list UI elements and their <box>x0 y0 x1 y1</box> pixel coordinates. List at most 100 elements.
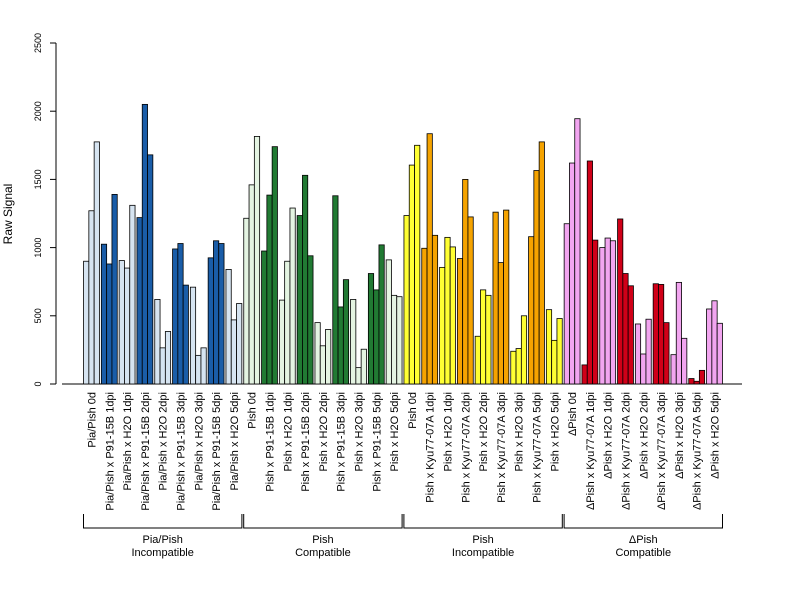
bar <box>474 335 481 385</box>
bar <box>253 136 261 385</box>
bar <box>408 164 415 385</box>
bar <box>307 255 314 385</box>
bar <box>645 318 652 385</box>
bar <box>111 193 118 385</box>
bar <box>510 350 517 385</box>
group-label-line1: Pish <box>312 534 333 546</box>
bar <box>627 285 634 385</box>
bar <box>230 319 237 385</box>
bar <box>367 273 375 385</box>
x-tick-label: Pish x H2O 3dpi <box>514 392 526 471</box>
bar <box>444 236 451 385</box>
x-tick-label: Pia/Pish x P91-15B 3dpi <box>176 392 188 511</box>
bar <box>480 289 487 385</box>
bar <box>136 217 143 385</box>
bar <box>533 170 540 385</box>
bar <box>515 348 522 385</box>
bar <box>586 160 593 385</box>
bar <box>467 216 474 385</box>
x-tick-label: Pia/Pish x H2O 3dpi <box>193 392 205 490</box>
bar <box>177 243 184 385</box>
bar <box>182 284 189 385</box>
bar <box>337 306 344 385</box>
x-tick-label: Pish x H2O 5dpi <box>389 392 401 471</box>
group-label-line1: Pia/Pish <box>143 534 183 546</box>
bar <box>141 103 148 385</box>
bar <box>658 284 665 385</box>
bar <box>569 162 576 385</box>
x-tick-label: Pia/Pish x H2O 1dpi <box>122 392 134 490</box>
bar <box>385 259 392 385</box>
bar <box>302 174 309 385</box>
x-tick-label: ΔPish 0d <box>567 392 579 436</box>
x-tick-label: Pish x H2O 3dpi <box>354 392 366 471</box>
x-tick-label: ΔPish x Kyu77-07A 3dpi <box>656 392 668 510</box>
bar <box>88 210 95 385</box>
bar <box>556 318 563 385</box>
bar <box>396 296 403 385</box>
x-tick-label: Pish x H2O 2dpi <box>318 392 330 471</box>
x-tick-label: Pish x Kyu77-07A 2dpi <box>460 392 472 503</box>
group-bracket <box>563 514 723 529</box>
bar <box>599 247 606 385</box>
bar <box>124 267 131 385</box>
x-tick-label: Pia/Pish x P91-15B 1dpi <box>104 392 116 511</box>
bar <box>325 329 332 385</box>
bar <box>670 354 677 385</box>
x-tick-label: ΔPish x Kyu77-07A 5dpi <box>692 392 704 510</box>
bar <box>391 294 398 385</box>
bar <box>520 315 528 385</box>
bar <box>243 217 250 385</box>
x-tick-label: Pish x P91-15B 2dpi <box>300 392 312 492</box>
bar <box>93 141 100 385</box>
bar <box>355 367 362 385</box>
bar <box>421 247 428 385</box>
bar <box>693 380 700 385</box>
x-tick-labels: Pia/Pish 0d Pia/Pish x P91-15B 1dpi Pia/Pi… <box>87 392 722 511</box>
bar <box>373 289 380 385</box>
bars <box>83 103 723 385</box>
bar <box>581 364 588 385</box>
x-tick-label: Pish x Kyu77-07A 3dpi <box>496 392 508 503</box>
bar <box>360 348 367 385</box>
bar <box>403 215 410 385</box>
bar <box>681 337 688 385</box>
y-tick-label: 2000 <box>33 101 43 121</box>
bar <box>278 299 286 385</box>
y-tick-label: 500 <box>33 308 43 323</box>
x-tick-label: Pish x H2O 5dpi <box>549 392 561 471</box>
bar <box>456 258 464 385</box>
x-tick-label: Pia/Pish 0d <box>87 392 99 448</box>
y-axis-label: Raw Signal <box>1 184 15 245</box>
x-tick-label: ΔPish x H2O 1dpi <box>603 392 615 479</box>
x-tick-label: Pish x H2O 1dpi <box>443 392 455 471</box>
bar <box>462 178 469 385</box>
bar <box>172 248 179 385</box>
bar <box>271 146 278 385</box>
bar <box>634 323 642 385</box>
group-label-line2: Compatible <box>615 547 671 559</box>
bar <box>342 279 350 385</box>
bar <box>622 273 629 385</box>
bar <box>426 133 433 385</box>
bar <box>439 266 446 385</box>
bar <box>207 257 214 385</box>
bar <box>485 294 492 385</box>
bar <box>414 144 421 385</box>
bar <box>164 331 172 385</box>
y-tick-label: 1000 <box>33 238 43 258</box>
x-tick-label: ΔPish x H2O 3dpi <box>674 392 686 479</box>
x-tick-label: Pish x P91-15B 3dpi <box>336 392 348 492</box>
bar <box>545 309 553 385</box>
bar <box>213 240 220 385</box>
x-tick-label: Pia/Pish x P91-15B 5dpi <box>211 392 223 511</box>
bar <box>706 308 713 385</box>
bar <box>319 345 326 385</box>
bar <box>592 239 599 385</box>
bar <box>528 236 535 385</box>
bar <box>711 300 718 385</box>
x-tick-label: Pish x H2O 2dpi <box>478 392 490 471</box>
bar <box>118 260 125 385</box>
